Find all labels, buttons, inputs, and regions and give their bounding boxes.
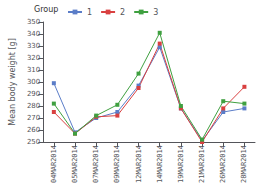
svg-text:250: 250: [27, 138, 40, 146]
svg-text:300: 300: [27, 78, 40, 86]
svg-text:330: 330: [27, 42, 40, 50]
svg-text:Mean body weight [g]: Mean body weight [g]: [8, 38, 17, 126]
svg-text:04MAR2014: 04MAR2014: [50, 145, 58, 183]
svg-text:350: 350: [27, 18, 40, 26]
svg-text:320: 320: [27, 54, 40, 62]
svg-text:280: 280: [27, 102, 40, 110]
svg-text:19MAR2014: 19MAR2014: [177, 145, 185, 183]
svg-text:21MAR2014: 21MAR2014: [198, 145, 206, 183]
svg-text:260: 260: [27, 126, 40, 134]
svg-text:3: 3: [153, 8, 158, 17]
svg-text:2: 2: [120, 8, 125, 17]
svg-text:Group: Group: [34, 5, 58, 14]
svg-text:1: 1: [87, 8, 92, 17]
svg-text:26MAR2014: 26MAR2014: [219, 145, 227, 183]
svg-text:12MAR2014: 12MAR2014: [135, 145, 143, 183]
svg-text:28MAR2014: 28MAR2014: [240, 145, 248, 183]
svg-text:290: 290: [27, 90, 40, 98]
svg-text:310: 310: [27, 66, 40, 74]
svg-text:09MAR2014: 09MAR2014: [113, 145, 121, 183]
svg-text:270: 270: [27, 114, 40, 122]
svg-text:340: 340: [27, 30, 40, 38]
svg-text:07MAR2014: 07MAR2014: [92, 145, 100, 183]
svg-text:05MAR2014: 05MAR2014: [71, 145, 79, 183]
svg-text:14MAR2014: 14MAR2014: [156, 145, 164, 183]
